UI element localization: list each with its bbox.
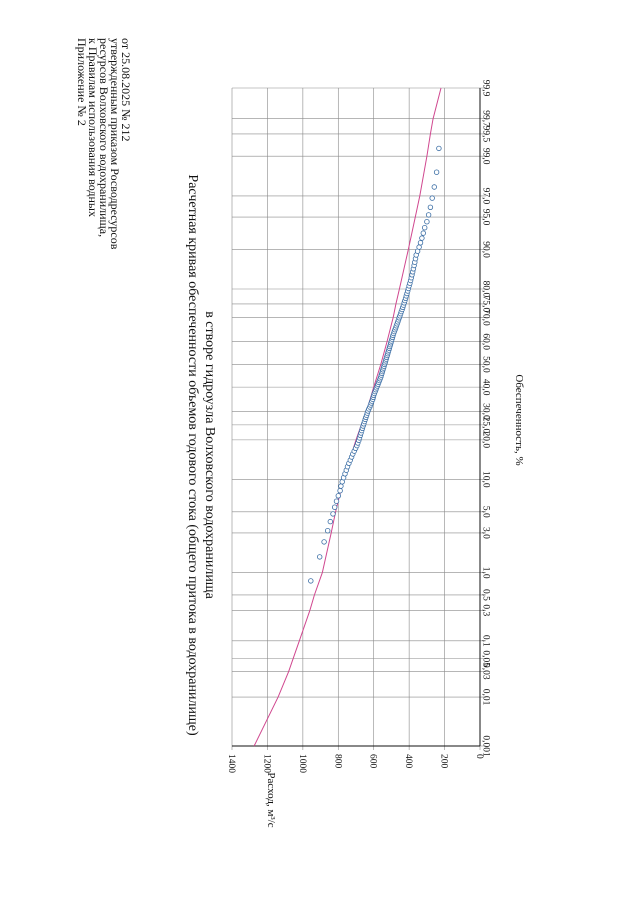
y-axis-label-group: Расход, м³/с xyxy=(265,772,277,827)
tick-labels: 0,001 0,01 0,030,05 0,1 0,3 0,5 1,0 3,0 5,0 10,0 2… xyxy=(226,80,490,774)
data-point xyxy=(420,230,426,236)
data-point xyxy=(424,218,430,225)
y-tick-label: 1400 xyxy=(226,754,236,773)
x-tick-label: 0,3 xyxy=(480,604,490,616)
x-tick-label: 40,0 xyxy=(480,379,490,396)
x-tick-label: 0,05 xyxy=(480,650,490,667)
x-tick-label: 99,9 xyxy=(480,80,490,97)
chart-subtitle: в створе гидроузла Волховского водохрани… xyxy=(202,311,217,599)
chart-title: Расчетная кривая обеспеченности объемов … xyxy=(185,174,200,736)
appendix-line-1: Приложение № 2 xyxy=(75,38,89,126)
fitted-curve xyxy=(253,87,442,747)
data-point xyxy=(332,504,338,510)
data-point xyxy=(327,518,333,525)
appendix-line-2: к Правилам использования водных xyxy=(86,38,100,217)
appendix-line-3: ресурсов Волховского водохранилища, xyxy=(97,38,111,237)
x-tick-label: 90,0 xyxy=(480,241,490,258)
x-tick-label: 99,0 xyxy=(480,148,490,165)
chart-title-block: Расчетная кривая обеспеченности объемов … xyxy=(185,174,217,736)
data-point xyxy=(321,539,327,545)
data-point xyxy=(333,498,340,504)
x-tick-label: 30,0 xyxy=(480,403,490,420)
plot-grid xyxy=(231,87,486,750)
x-tick-label: 0,01 xyxy=(480,689,490,706)
data-point xyxy=(417,240,424,246)
x-axis-label: Обеспеченность, % xyxy=(513,374,525,465)
appendix-block: Приложение № 2 к Правилам использования … xyxy=(75,38,133,250)
y-tick-label: 200 xyxy=(439,754,449,769)
data-point xyxy=(337,488,343,494)
data-point xyxy=(427,204,434,210)
y-tick-label: 1000 xyxy=(297,754,307,773)
data-point xyxy=(308,578,314,584)
y-tick-label: 600 xyxy=(368,754,378,769)
x-tick-label: 97,0 xyxy=(480,188,490,205)
x-tick-label: 0,001 xyxy=(480,735,490,757)
x-tick-label: 10,0 xyxy=(480,471,490,488)
x-tick-label: 1,0 xyxy=(480,567,490,579)
data-point xyxy=(325,528,331,534)
x-tick-label: 0,5 xyxy=(480,589,490,601)
y-tick-label: 1200 xyxy=(261,754,271,773)
y-tick-label: 0 xyxy=(474,754,484,759)
x-tick-label: 99,5 xyxy=(480,126,490,143)
data-marks xyxy=(253,87,442,747)
x-tick-label: 25,0 xyxy=(480,417,490,434)
x-tick-label: 5,0 xyxy=(480,506,490,518)
appendix-line-4: утвержденным приказом Росводресурсов xyxy=(108,38,122,250)
plot-axes xyxy=(232,88,481,747)
data-point xyxy=(335,493,341,499)
x-tick-label: 60,0 xyxy=(480,333,490,350)
appendix-line-5: от 25.08.2025 № 212 xyxy=(119,38,133,142)
data-point xyxy=(429,195,435,201)
x-tick-label: 99,7 xyxy=(480,110,490,127)
data-point xyxy=(317,554,323,560)
x-tick-label: 80,0 xyxy=(480,281,490,298)
y-tick-label: 800 xyxy=(332,754,342,769)
x-axis-label-group: Обеспеченность, % xyxy=(513,374,525,465)
x-tick-label: 3,0 xyxy=(480,527,490,539)
data-point xyxy=(436,145,442,152)
x-tick-label: 20,0 xyxy=(480,432,490,449)
data-point xyxy=(338,483,344,489)
x-tick-label: 50,0 xyxy=(480,356,490,373)
x-tick-label: 75,0 xyxy=(480,296,490,313)
data-point xyxy=(433,169,440,175)
x-tick-label: 0,1 xyxy=(480,635,490,647)
data-point xyxy=(431,184,437,190)
data-point xyxy=(419,235,425,241)
y-tick-label: 400 xyxy=(403,754,413,769)
x-tick-label: 95,0 xyxy=(480,209,490,226)
data-point xyxy=(422,224,428,231)
x-tick-label: 0,03 xyxy=(480,663,490,680)
x-tick-label: 70,0 xyxy=(480,309,490,326)
y-axis-label: Расход, м³/с xyxy=(265,772,277,827)
data-point xyxy=(425,212,432,218)
data-point xyxy=(330,511,336,517)
